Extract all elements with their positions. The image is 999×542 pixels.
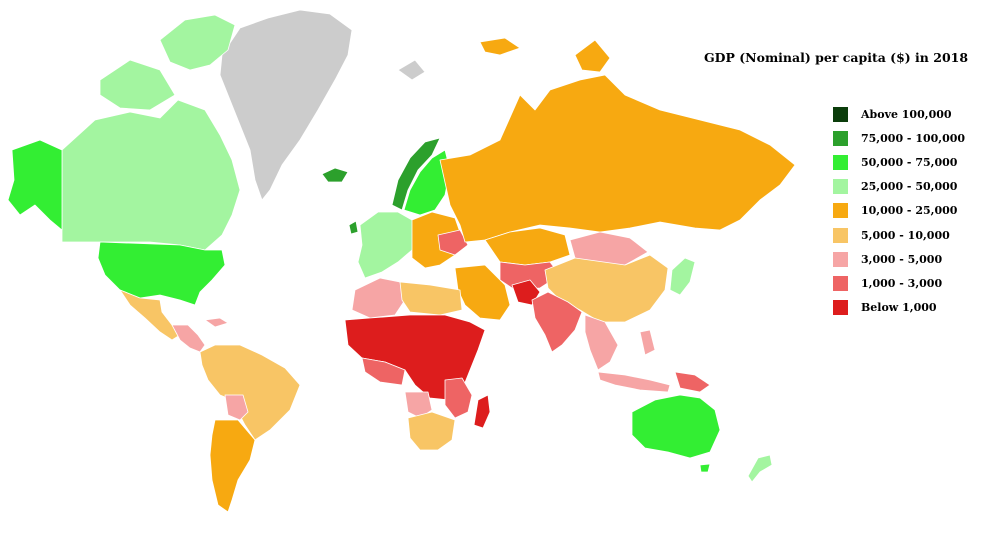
legend-label: Above 100,000 [861,107,952,121]
region-new-zealand [747,454,773,483]
legend-label: 10,000 - 25,000 [861,204,958,218]
legend-item: 1,000 - 3,000 [833,271,983,295]
region-southern-cone [209,419,256,513]
region-north-africa [351,277,406,319]
legend-swatch [833,130,848,146]
region-bolivia [224,394,249,421]
region-southeast-asia [584,314,619,371]
region-canada-arctic-2 [99,59,176,111]
region-papua [674,371,711,393]
region-australia [631,394,721,459]
region-south-asia [531,291,583,353]
legend-swatch [833,106,848,122]
region-south-america-north [199,344,301,441]
legend-swatch [833,251,848,267]
region-united-states [97,241,226,306]
region-ireland [348,220,359,235]
legend-swatch [833,154,848,170]
legend-label: 50,000 - 75,000 [861,155,958,169]
region-west-coast-africa [361,357,406,386]
region-canada-arctic [159,14,236,71]
legend-label: 3,000 - 5,000 [861,252,943,266]
region-svalbard [397,59,426,81]
legend-label: 25,000 - 50,000 [861,180,958,194]
legend-item: 10,000 - 25,000 [833,199,983,223]
region-greenland [219,9,353,201]
legend-item: 50,000 - 75,000 [833,150,983,174]
region-alaska [7,139,63,231]
region-philippines [639,329,656,356]
legend-swatch [833,275,848,291]
legend-item: 75,000 - 100,000 [833,126,983,150]
region-indonesia [597,371,671,393]
region-iceland [321,167,349,183]
region-russia [439,74,796,243]
region-canada [61,99,241,251]
region-russia-islands-2 [479,37,521,56]
region-russia-islands [574,39,611,73]
legend-swatch [833,300,848,316]
legend-item: Above 100,000 [833,102,983,126]
legend-label: 5,000 - 10,000 [861,228,950,242]
legend: Above 100,000 75,000 - 100,000 50,000 - … [833,102,983,320]
legend-swatch [833,227,848,243]
legend-label: 75,000 - 100,000 [861,131,966,145]
legend-item: Below 1,000 [833,296,983,320]
legend-label: 1,000 - 3,000 [861,276,943,290]
legend-item: 3,000 - 5,000 [833,247,983,271]
region-japan-korea [669,257,696,296]
legend-item: 25,000 - 50,000 [833,175,983,199]
legend-item: 5,000 - 10,000 [833,223,983,247]
region-caribbean [204,317,229,328]
region-east-africa [444,377,473,419]
region-southern-africa [407,411,456,451]
legend-swatch [833,203,848,219]
region-central-america [171,324,206,353]
region-madagascar [473,394,491,429]
legend-swatch [833,179,848,195]
region-ukraine [437,229,469,256]
map-title: GDP (Nominal) per capita ($) in 2018 [704,50,969,65]
region-libya-egypt [399,281,463,316]
region-tasmania [699,463,711,473]
legend-label: Below 1,000 [861,301,937,315]
region-norway [391,137,441,211]
region-western-europe [357,211,421,279]
